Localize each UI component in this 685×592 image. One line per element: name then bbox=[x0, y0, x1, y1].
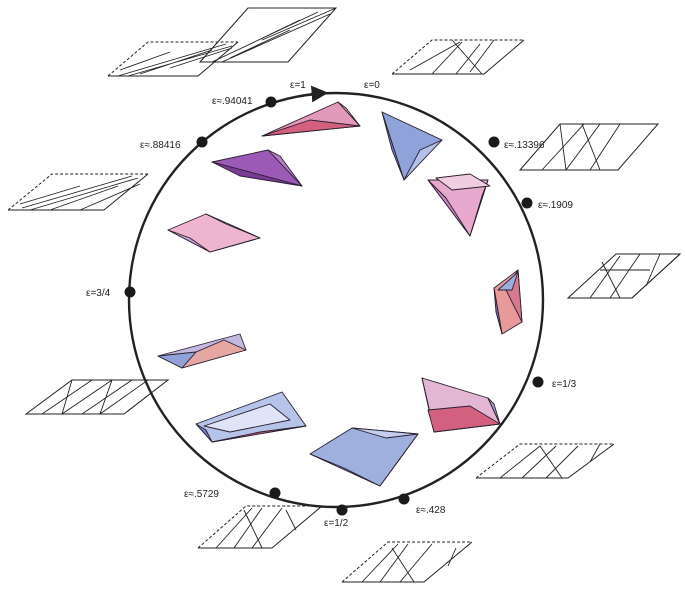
dot-e88416 bbox=[196, 136, 208, 148]
polyhedron-e5729 bbox=[195, 391, 307, 443]
polyhedron-e88416 bbox=[211, 149, 303, 187]
label-e1909: ε≈.1909 bbox=[538, 200, 573, 211]
dot-e1-2 bbox=[336, 504, 348, 516]
dot-e13396 bbox=[488, 136, 500, 148]
tiling-e94041 bbox=[107, 41, 239, 77]
label-e13396: ε≈.13396 bbox=[504, 140, 545, 151]
dot-e94041 bbox=[265, 96, 277, 108]
label-e3-4: ε=3/4 bbox=[86, 288, 111, 299]
parameter-ring bbox=[127, 91, 545, 509]
tiling-e13396 bbox=[518, 123, 660, 171]
tiling-e0 bbox=[391, 39, 525, 75]
label-e428: ε≈.428 bbox=[416, 505, 446, 516]
tiling-e1909 bbox=[566, 253, 682, 299]
polyhedron-e1-3 bbox=[421, 377, 501, 433]
polyhedron-e0 bbox=[381, 111, 443, 181]
tiling-e1-3 bbox=[475, 443, 615, 479]
polyhedron-e1909 bbox=[493, 269, 523, 335]
dot-e3-4 bbox=[124, 286, 136, 298]
dot-e1-3 bbox=[532, 376, 544, 388]
label-e5729: ε≈.5729 bbox=[184, 489, 219, 500]
dot-e5729 bbox=[269, 487, 281, 499]
polyhedron-e1-2 bbox=[309, 427, 419, 487]
polyhedron-e13396 bbox=[427, 173, 491, 237]
label-e1-2: ε=1/2 bbox=[324, 518, 349, 529]
label-e1-3: ε=1/3 bbox=[552, 379, 577, 390]
dot-e428 bbox=[398, 493, 410, 505]
tiling-e3-4 bbox=[24, 379, 170, 415]
polyhedron-e3-4-upper bbox=[167, 213, 261, 253]
label-e0: ε=0 bbox=[364, 80, 380, 91]
tiling-e428 bbox=[341, 541, 473, 583]
tiling-e1 bbox=[198, 7, 338, 63]
polyhedron-e3-4 bbox=[157, 333, 247, 369]
tiling-e5729 bbox=[197, 505, 323, 549]
label-e94041: ε≈.94041 bbox=[212, 96, 253, 107]
dot-e1909 bbox=[521, 197, 533, 209]
tiling-e88416 bbox=[7, 173, 149, 211]
direction-arrow-icon bbox=[299, 85, 329, 103]
label-e1: ε=1 bbox=[290, 80, 306, 91]
polyhedron-e1 bbox=[261, 101, 361, 137]
label-e88416: ε≈.88416 bbox=[140, 140, 181, 151]
